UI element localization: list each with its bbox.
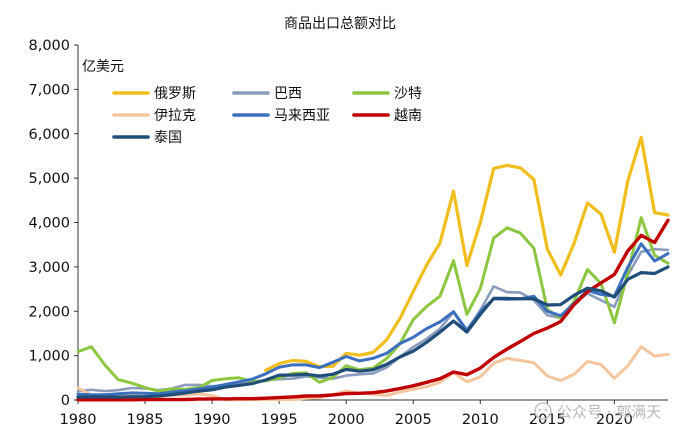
series-line — [264, 135, 670, 372]
y-tick-label: 5,000 — [28, 171, 70, 187]
x-tick-label: 1985 — [127, 412, 164, 428]
x-tick-label: 2000 — [328, 412, 365, 428]
x-tick-label: 1990 — [194, 412, 231, 428]
legend-label: 俄罗斯 — [154, 86, 196, 102]
legend-label: 马来西亚 — [274, 108, 330, 124]
legend-label: 伊拉克 — [154, 108, 196, 124]
y-axis-tick-labels: 0 1,000 2,000 3,000 4,000 5,000 6,000 7,000 8,00… — [28, 38, 70, 409]
x-tick-label: 1980 — [60, 412, 97, 428]
y-tick-label: 4,000 — [28, 216, 70, 232]
y-tick-label: 7,000 — [28, 82, 70, 98]
y-tick-label: 2,000 — [28, 304, 70, 320]
y-tick-label: 6,000 — [28, 127, 70, 143]
legend-label: 沙特 — [394, 86, 422, 102]
series-line — [76, 218, 670, 402]
series-line — [76, 242, 670, 397]
x-axis-tick-labels: 1980 1985 1990 1995 2000 2005 2010 2015 2020 — [60, 412, 633, 428]
chart-title: 商品出口总额对比 — [284, 16, 396, 32]
legend-label: 泰国 — [154, 130, 182, 146]
wechat-icon-dot — [538, 408, 542, 412]
legend-label: 越南 — [394, 108, 422, 124]
x-tick-label: 2005 — [395, 412, 432, 428]
legend-label: 巴西 — [274, 86, 302, 102]
y-tick-label: 3,000 — [28, 260, 70, 276]
unit-label: 亿美元 — [82, 59, 124, 75]
series-lines — [76, 135, 670, 402]
wechat-icon-dot — [544, 408, 548, 412]
y-tick-label: 1,000 — [28, 349, 70, 365]
y-tick-label: 0 — [61, 393, 70, 409]
wechat-icon — [534, 402, 552, 420]
y-tick-label: 8,000 — [28, 38, 70, 54]
x-tick-label: 1995 — [261, 412, 298, 428]
x-tick-label: 2010 — [462, 412, 499, 428]
series-line — [76, 265, 670, 399]
x-tick-label: 2020 — [596, 412, 633, 428]
watermark: 公众号 · 郭满天 — [534, 402, 661, 421]
x-tick-label: 2015 — [529, 412, 566, 428]
series-line — [76, 216, 670, 393]
watermark-text: 公众号 · 郭满天 — [557, 403, 661, 421]
